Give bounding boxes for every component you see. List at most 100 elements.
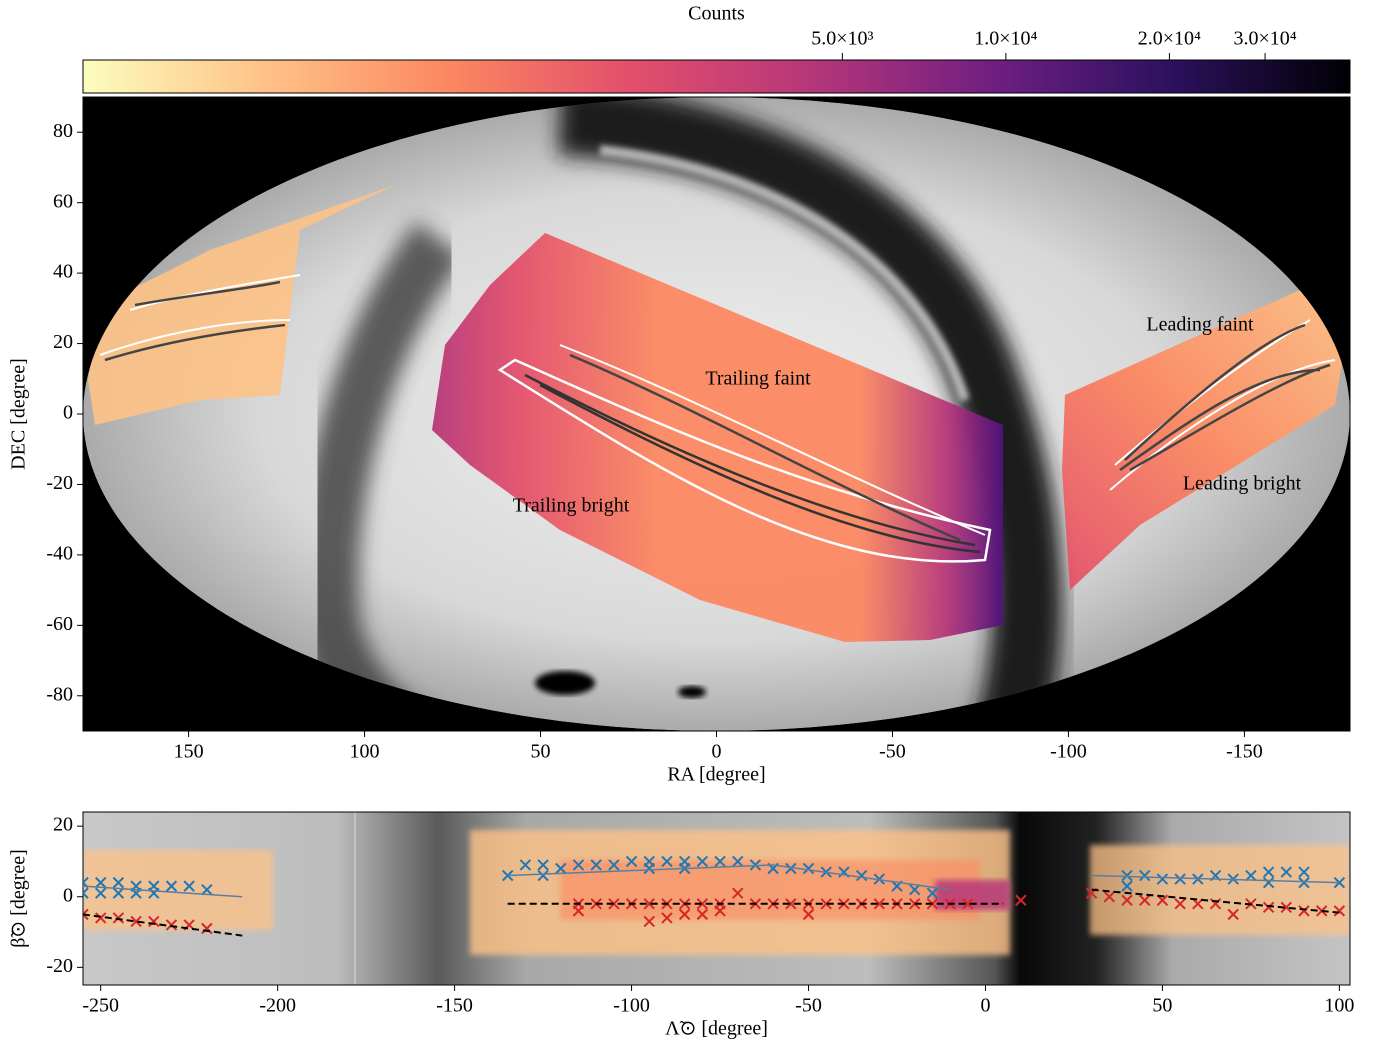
cross-marker xyxy=(112,876,125,889)
x-tick-label: -200 xyxy=(259,995,296,1017)
cross-marker xyxy=(608,859,620,871)
fit-line xyxy=(83,864,1340,898)
cross-marker xyxy=(112,912,125,924)
cross-marker xyxy=(1121,869,1133,882)
cross-marker xyxy=(661,855,673,868)
y-tick-label: 0 xyxy=(63,402,73,424)
y-axis-label: DEC [degree] xyxy=(8,358,30,470)
cross-marker xyxy=(148,915,160,928)
cross-marker xyxy=(1280,866,1293,878)
cross-marker xyxy=(1280,901,1293,914)
cross-marker xyxy=(519,859,532,871)
fit-line xyxy=(83,888,1340,937)
x-tick-label: -50 xyxy=(795,995,822,1017)
cross-marker xyxy=(802,908,815,921)
cross-marker xyxy=(1262,876,1275,889)
cross-marker xyxy=(94,912,107,924)
cross-marker xyxy=(696,898,709,910)
cross-marker xyxy=(643,862,655,875)
cross-marker xyxy=(1121,894,1133,906)
cross-marker xyxy=(572,905,585,917)
colorbar-label: Counts xyxy=(688,3,745,25)
cross-marker xyxy=(1174,898,1186,910)
cross-marker xyxy=(1262,901,1275,914)
colorbar-gradient xyxy=(82,59,1351,94)
x-tick-label: -250 xyxy=(82,995,119,1017)
cross-marker xyxy=(785,862,797,875)
x-tick-label: -50 xyxy=(879,741,906,763)
cross-marker xyxy=(1156,894,1169,906)
sky-map: 150 100 50 0 -50 -100 -150 -80 -60 -40 -20 0 20 40 60 8… xyxy=(8,97,1350,786)
cross-marker xyxy=(1156,873,1169,885)
cross-marker xyxy=(1298,905,1310,917)
cross-marker xyxy=(130,915,142,928)
cross-marker xyxy=(732,887,744,899)
map-frame xyxy=(82,96,1351,732)
plot-marks xyxy=(83,855,1346,937)
cross-marker xyxy=(802,862,815,875)
cross-marker xyxy=(1139,869,1151,882)
annotation: Leading bright xyxy=(1183,473,1302,495)
cross-marker xyxy=(201,883,213,896)
cross-marker xyxy=(1103,891,1116,903)
cross-marker xyxy=(201,922,213,935)
colorbar-tick-label: 5.0×10³ xyxy=(811,28,873,50)
cross-marker xyxy=(696,908,709,921)
cross-marker xyxy=(94,876,107,889)
cross-marker xyxy=(696,855,709,868)
y-tick-label: 0 xyxy=(63,884,73,906)
cross-marker xyxy=(625,855,638,868)
cross-marker xyxy=(962,898,974,910)
cross-marker xyxy=(1227,908,1239,921)
cross-marker xyxy=(1015,894,1027,906)
cross-marker xyxy=(1245,869,1257,882)
cross-marker xyxy=(1262,866,1275,878)
cross-marker xyxy=(820,898,832,910)
cross-marker xyxy=(855,869,868,882)
cross-marker xyxy=(165,919,178,931)
x-tick-label: 50 xyxy=(1152,995,1172,1017)
x-axis-label: RA [degree] xyxy=(667,764,765,786)
x-tick-label: -100 xyxy=(613,995,650,1017)
cross-marker xyxy=(785,898,797,910)
y-tick-label: -60 xyxy=(46,613,73,635)
y-axis-label: β̃⊙ [degree] xyxy=(8,849,30,948)
cross-marker xyxy=(183,880,195,892)
y-tick-label: -20 xyxy=(46,472,73,494)
cross-marker xyxy=(555,862,567,875)
y-tick-label: -40 xyxy=(46,542,73,564)
cross-marker xyxy=(112,887,125,899)
cross-marker xyxy=(83,887,89,899)
cross-marker xyxy=(1298,866,1310,878)
x-tick-label: -150 xyxy=(1226,741,1263,763)
cross-marker xyxy=(732,855,744,868)
cross-marker xyxy=(148,887,160,899)
x-tick-label: 0 xyxy=(712,741,722,763)
cross-marker xyxy=(643,898,655,910)
cross-marker xyxy=(678,908,691,921)
y-tick-label: 40 xyxy=(53,261,73,283)
cross-marker xyxy=(873,898,886,910)
colorbar-tick-label: 2.0×10⁴ xyxy=(1138,28,1201,50)
y-tick-label: 60 xyxy=(53,190,73,212)
cross-marker xyxy=(1121,880,1133,892)
cross-marker xyxy=(1174,873,1186,885)
y-tick-label: -20 xyxy=(46,955,73,977)
x-tick-label: 50 xyxy=(531,741,551,763)
cross-marker xyxy=(537,869,549,882)
panel-image xyxy=(83,812,1350,985)
x-tick-label: 0 xyxy=(980,995,990,1017)
x-tick-label: 150 xyxy=(174,741,204,763)
cross-marker xyxy=(1333,905,1346,917)
colorbar-tick-label: 1.0×10⁴ xyxy=(974,28,1037,50)
cross-marker xyxy=(1139,894,1151,906)
annotation: Trailing faint xyxy=(705,368,811,390)
y-tick-label: 20 xyxy=(53,331,73,353)
cross-marker xyxy=(908,898,921,910)
panel-frame xyxy=(82,811,1351,986)
cross-marker xyxy=(572,859,585,871)
cross-marker xyxy=(661,912,673,924)
y-tick-label: 80 xyxy=(53,120,73,142)
